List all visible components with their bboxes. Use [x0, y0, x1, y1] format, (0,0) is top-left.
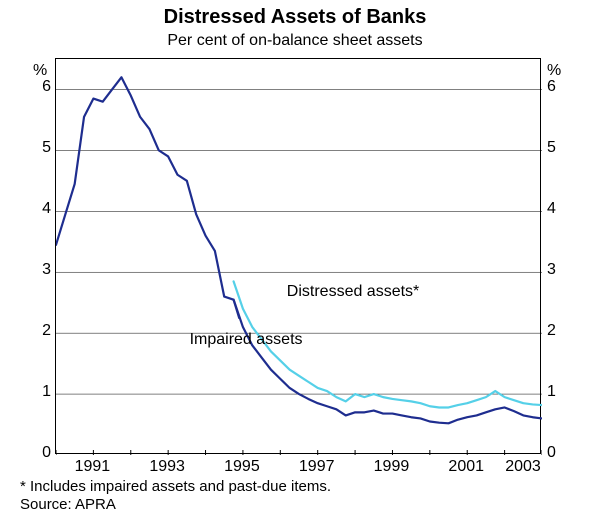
y-tick-label: 4: [21, 200, 51, 218]
series-label-distressed: Distressed assets*: [287, 283, 420, 301]
chart-subtitle: Per cent of on-balance sheet assets: [0, 32, 590, 50]
footnote: * Includes impaired assets and past-due …: [20, 478, 331, 495]
x-tick-label: 2003: [505, 458, 541, 476]
y-tick-label: 3: [547, 261, 577, 279]
x-tick-label: 1993: [149, 458, 185, 476]
y-tick-label: 5: [547, 139, 577, 157]
chart-container: Distressed Assets of Banks Per cent of o…: [0, 0, 590, 514]
x-tick-label: 1997: [299, 458, 335, 476]
x-tick-label: 1991: [75, 458, 111, 476]
y-axis-unit-right: %: [547, 62, 561, 80]
series-label-impaired: Impaired assets: [190, 331, 303, 349]
y-tick-label: 4: [547, 200, 577, 218]
chart-title: Distressed Assets of Banks: [0, 6, 590, 29]
plot-svg: [56, 59, 542, 455]
y-tick-label: 1: [547, 383, 577, 401]
y-tick-label: 6: [547, 78, 577, 96]
y-tick-label: 0: [547, 444, 577, 462]
y-tick-label: 5: [21, 139, 51, 157]
x-tick-label: 1995: [224, 458, 260, 476]
y-axis-unit-left: %: [33, 62, 47, 80]
y-tick-label: 6: [21, 78, 51, 96]
x-tick-label: 1999: [374, 458, 410, 476]
y-tick-label: 2: [547, 322, 577, 340]
y-tick-label: 1: [21, 383, 51, 401]
source-attribution: Source: APRA: [20, 496, 116, 513]
plot-area: [55, 58, 541, 454]
x-tick-label: 2001: [448, 458, 484, 476]
y-tick-label: 3: [21, 261, 51, 279]
y-tick-label: 2: [21, 322, 51, 340]
y-tick-label: 0: [21, 444, 51, 462]
